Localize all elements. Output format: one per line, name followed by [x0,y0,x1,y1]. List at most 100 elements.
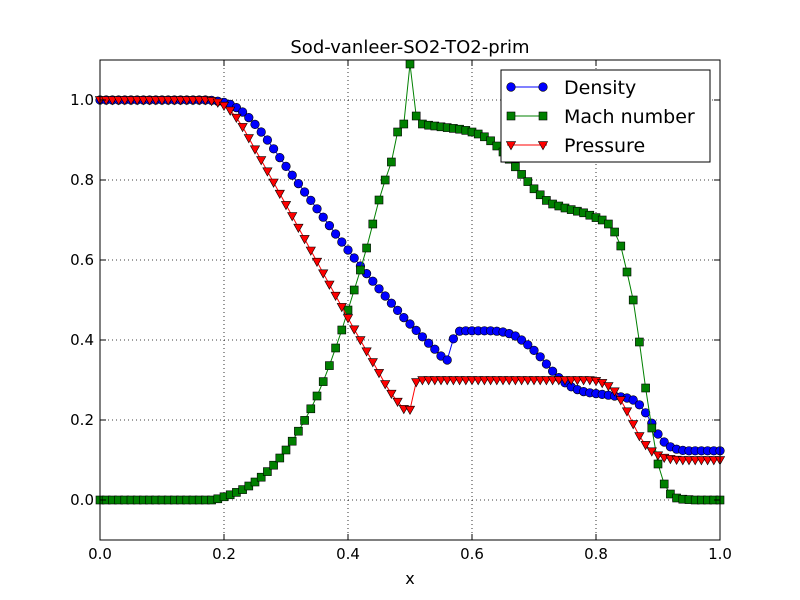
data-point-mach-number [653,459,663,469]
data-point-density [380,291,390,301]
data-point-pressure [218,101,230,112]
data-point-mach-number [628,295,638,305]
data-point-mach-number [318,377,328,386]
data-point-mach-number [281,445,291,455]
data-point-pressure [330,291,341,302]
data-point-density [535,352,545,362]
data-point-pressure [435,376,447,386]
data-point-pressure [324,280,335,290]
data-point-mach-number [294,426,303,436]
data-point-pressure [634,432,645,442]
data-point-pressure [516,376,527,386]
data-point-mach-number [349,285,359,295]
data-point-pressure [156,96,168,106]
data-point-mach-number [411,111,421,121]
data-point-pressure [256,156,267,166]
data-point-mach-number [312,391,322,401]
data-point-pressure [683,456,695,466]
data-point-density [634,400,645,410]
data-point-density [368,276,378,286]
data-point-pressure [163,96,174,106]
data-point-mach-number [380,175,390,185]
data-point-density [281,161,291,171]
data-point-mach-number [387,157,396,167]
data-point-pressure [181,96,192,106]
data-point-density [424,338,434,348]
data-point-density [287,170,297,180]
data-point-pressure [144,96,155,106]
data-point-density [417,332,428,342]
data-point-density [547,366,558,376]
data-point-density [275,153,285,163]
data-point-density [349,253,359,263]
data-point-mach-number [610,227,619,237]
legend-marker-density [506,82,516,92]
data-point-pressure [417,376,428,386]
legend-marker-pressure [537,141,549,151]
y-tick-label: 0.4 [70,331,94,349]
data-point-pressure [690,456,701,466]
data-point-pressure [528,376,540,386]
data-point-mach-number [374,195,384,205]
x-tick-label: 0.8 [584,545,608,563]
data-point-pressure [336,303,347,313]
data-point-density [331,229,341,239]
data-point-pressure [280,201,292,211]
data-point-pressure [578,376,589,386]
data-point-density [343,245,353,255]
data-point-pressure [429,376,440,386]
data-point-mach-number [647,423,657,433]
data-point-density [262,135,273,145]
data-point-density [405,319,415,329]
data-point-density [523,340,533,350]
data-point-pressure [150,96,161,106]
data-point-pressure [448,376,459,386]
y-tick-label: 0.8 [70,171,94,189]
data-point-mach-number [622,267,632,277]
data-point-density [374,284,384,294]
data-point-mach-number [529,184,539,194]
data-point-pressure [677,456,688,466]
data-point-pressure [423,376,434,386]
data-point-pressure [237,123,248,133]
data-point-pressure [708,456,719,466]
data-point-pressure [466,376,478,386]
data-point-density [442,355,452,365]
data-point-pressure [355,336,366,346]
data-point-density [448,334,459,344]
data-point-pressure [373,369,385,379]
data-point-pressure [566,376,577,386]
data-point-mach-number [306,404,316,414]
data-point-pressure [603,382,614,392]
data-point-pressure [559,376,571,386]
series-layer [94,59,726,505]
data-point-pressure [702,456,713,466]
data-point-pressure [274,189,285,200]
data-point-density [300,187,310,197]
data-point-density [659,437,669,447]
data-point-pressure [299,235,310,245]
x-tick-label: 0.2 [212,545,236,563]
data-point-pressure [504,376,515,386]
data-point-pressure [138,96,149,106]
data-point-pressure [615,396,626,406]
data-point-pressure [287,212,298,222]
data-point-density [312,204,322,214]
legend-label-density: Density [564,77,636,99]
data-point-density [256,127,266,137]
data-point-pressure [125,96,137,106]
data-point-mach-number [269,460,278,470]
data-point-pressure [696,456,707,466]
chart-title: Sod-vanleer-SO2-TO2-prim [290,37,529,58]
ticks: 0.0 0.2 0.4 0.6 0.8 1.0 0.0 0.2 0.4 0.6 0.8 1.0 [70,60,732,563]
data-point-pressure [640,441,651,451]
data-point-density [430,344,440,354]
series-mach-number [95,59,725,505]
data-point-mach-number [635,337,644,347]
data-point-pressure [621,407,633,417]
data-point-density [318,212,328,222]
data-point-pressure [169,96,180,106]
data-point-pressure [349,325,360,335]
data-point-pressure [404,405,416,416]
data-point-pressure [367,358,378,368]
